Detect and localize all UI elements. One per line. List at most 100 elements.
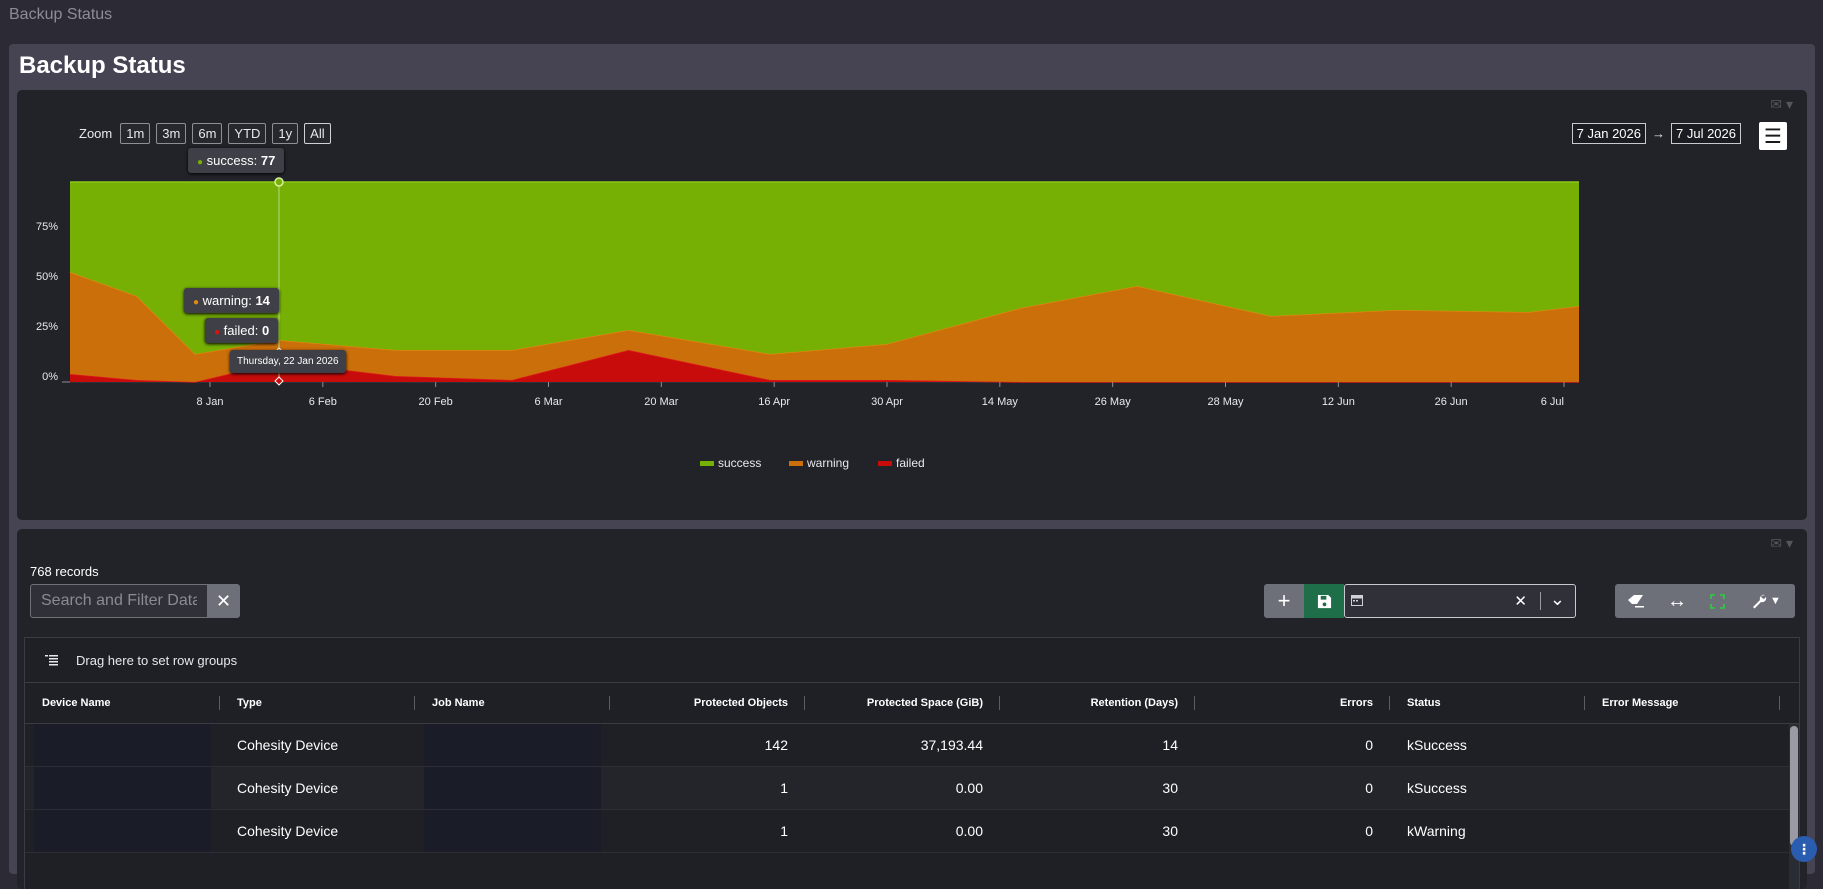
tooltip-failed-value: 0	[262, 323, 270, 338]
legend-swatch-success[interactable]	[700, 461, 714, 466]
expand-icon	[1709, 593, 1725, 609]
x-tick-label: 6 Jul	[1541, 396, 1564, 408]
group-bar-text: Drag here to set row groups	[76, 652, 238, 668]
chevron-down-icon: ▼	[1770, 595, 1781, 607]
grid-export-menu[interactable]: ✉ ▾	[1770, 535, 1793, 552]
zoom-6m-button[interactable]: 6m	[192, 123, 223, 144]
cell-type: Cohesity Device	[237, 823, 339, 839]
cell-device-name	[34, 724, 211, 766]
hamburger-icon: ☰	[1764, 125, 1782, 148]
panel-export-menu[interactable]: ✉ ▾	[1770, 96, 1793, 113]
cell-protected-objects: 142	[764, 737, 788, 753]
legend-item-success[interactable]: success	[718, 456, 761, 470]
y-tick-label: 50%	[36, 271, 58, 283]
failed-marker	[274, 376, 284, 386]
save-view-button[interactable]	[1304, 584, 1344, 618]
col-protected-space[interactable]: Protected Space (GiB)	[805, 683, 1000, 723]
cell-status: kSuccess	[1407, 780, 1467, 796]
tooltip-warning-label: warning:	[202, 293, 252, 308]
grid-settings-button[interactable]: ▼	[1737, 584, 1795, 618]
x-tick-label: 14 May	[982, 396, 1019, 408]
cell-error-message	[1585, 767, 1780, 809]
cell-job-name	[424, 810, 601, 852]
main-container: Backup Status ✉ ▾ Zoom 1m 3m 6m YTD 1y A…	[9, 44, 1815, 889]
zoom-all-button[interactable]: All	[304, 123, 331, 144]
cell-error-message	[1585, 810, 1780, 852]
floppy-disk-icon	[1317, 594, 1331, 608]
legend-swatch-warning[interactable]	[789, 461, 803, 466]
chart-panel: ✉ ▾ Zoom 1m 3m 6m YTD 1y All 7 Jan 2026 …	[17, 90, 1807, 520]
failed-dot-icon: ●	[214, 327, 221, 338]
vertical-scrollbar[interactable]	[1789, 724, 1799, 889]
view-toolbar: +	[1264, 584, 1344, 618]
fullscreen-button[interactable]	[1697, 584, 1737, 618]
tooltip-failed-label: failed:	[223, 323, 259, 338]
zoom-selector: Zoom 1m 3m 6m YTD 1y All	[79, 123, 331, 144]
tooltip-success: ● success: 77	[188, 148, 285, 173]
cell-protected-objects: 1	[780, 823, 788, 839]
add-view-button[interactable]: +	[1264, 584, 1304, 618]
success-dot-icon: ●	[197, 157, 204, 168]
chart-menu-button[interactable]: ☰	[1759, 122, 1787, 150]
eraser-icon	[1628, 595, 1644, 608]
autosize-columns-button[interactable]: ↔	[1657, 584, 1697, 618]
zoom-1y-button[interactable]: 1y	[272, 123, 299, 144]
col-device-name[interactable]: Device Name	[25, 683, 220, 723]
x-tick-label: 26 May	[1095, 396, 1132, 408]
chevron-down-icon[interactable]: ⌄	[1549, 589, 1565, 609]
legend-swatch-failed[interactable]	[878, 461, 892, 466]
clear-search-button[interactable]: ✕	[207, 584, 240, 618]
table-row[interactable]: Cohesity Device 1 0.00 30 0 kWarning	[25, 810, 1799, 853]
cell-errors: 0	[1365, 823, 1373, 839]
tooltip-success-label: success:	[206, 153, 258, 168]
view-select-divider	[1540, 592, 1541, 610]
col-errors[interactable]: Errors	[1195, 683, 1390, 723]
cell-protected-space: 0.00	[955, 780, 983, 796]
clear-filters-button[interactable]	[1615, 584, 1657, 618]
zoom-1m-button[interactable]: 1m	[120, 123, 151, 144]
tooltip-warning-value: 14	[255, 293, 270, 308]
x-tick-label: 6 Mar	[534, 396, 562, 408]
x-tick-label: 6 Feb	[309, 396, 337, 408]
col-error-message[interactable]: Error Message	[1585, 683, 1780, 723]
mail-icon[interactable]: ✉	[1770, 96, 1783, 112]
cell-errors: 0	[1365, 737, 1373, 753]
zoom-ytd-button[interactable]: YTD	[228, 123, 267, 144]
col-protected-objects[interactable]: Protected Objects	[610, 683, 805, 723]
cell-job-name	[424, 767, 601, 809]
grid-tools: ↔ ▼	[1615, 584, 1795, 618]
legend-item-warning[interactable]: warning	[806, 456, 849, 470]
col-type[interactable]: Type	[220, 683, 415, 723]
scrollbar-thumb[interactable]	[1790, 726, 1798, 846]
col-retention[interactable]: Retention (Days)	[1000, 683, 1195, 723]
arrow-right-icon: →	[1652, 126, 1665, 141]
cell-protected-objects: 1	[780, 780, 788, 796]
tooltip-success-value: 77	[260, 153, 276, 168]
search-input[interactable]	[30, 584, 208, 618]
area-failed	[70, 350, 1579, 382]
mail-icon[interactable]: ✉	[1770, 535, 1783, 551]
table-row[interactable]: Cohesity Device 1 0.00 30 0 kSuccess	[25, 767, 1799, 810]
x-tick-label: 20 Mar	[644, 396, 679, 408]
x-tick-label: 26 Jun	[1435, 396, 1468, 408]
arrows-horizontal-icon: ↔	[1667, 589, 1687, 612]
col-status[interactable]: Status	[1390, 683, 1585, 723]
range-from-input[interactable]: 7 Jan 2026	[1571, 123, 1646, 144]
more-actions-button[interactable]: ⋮	[1791, 836, 1817, 862]
cell-retention: 30	[1162, 823, 1178, 839]
view-select[interactable]: ✕ ⌄	[1344, 584, 1576, 618]
warning-dot-icon: ●	[193, 297, 200, 308]
table-row[interactable]: Cohesity Device 142 37,193.44 14 0 kSucc…	[25, 724, 1799, 767]
wrench-icon	[1753, 594, 1767, 609]
chevron-down-icon[interactable]: ▾	[1785, 535, 1793, 551]
col-job-name[interactable]: Job Name	[415, 683, 610, 723]
range-to-input[interactable]: 7 Jul 2026	[1671, 123, 1741, 144]
row-group-drop-zone[interactable]: Drag here to set row groups	[25, 638, 1799, 683]
zoom-3m-button[interactable]: 3m	[156, 123, 187, 144]
x-tick-label: 30 Apr	[871, 396, 903, 408]
legend-item-failed[interactable]: failed	[896, 456, 925, 470]
cell-errors: 0	[1365, 780, 1373, 796]
view-select-clear-icon[interactable]: ✕	[1514, 593, 1527, 610]
record-count: 768 records	[30, 564, 99, 579]
chevron-down-icon[interactable]: ▾	[1785, 96, 1793, 112]
